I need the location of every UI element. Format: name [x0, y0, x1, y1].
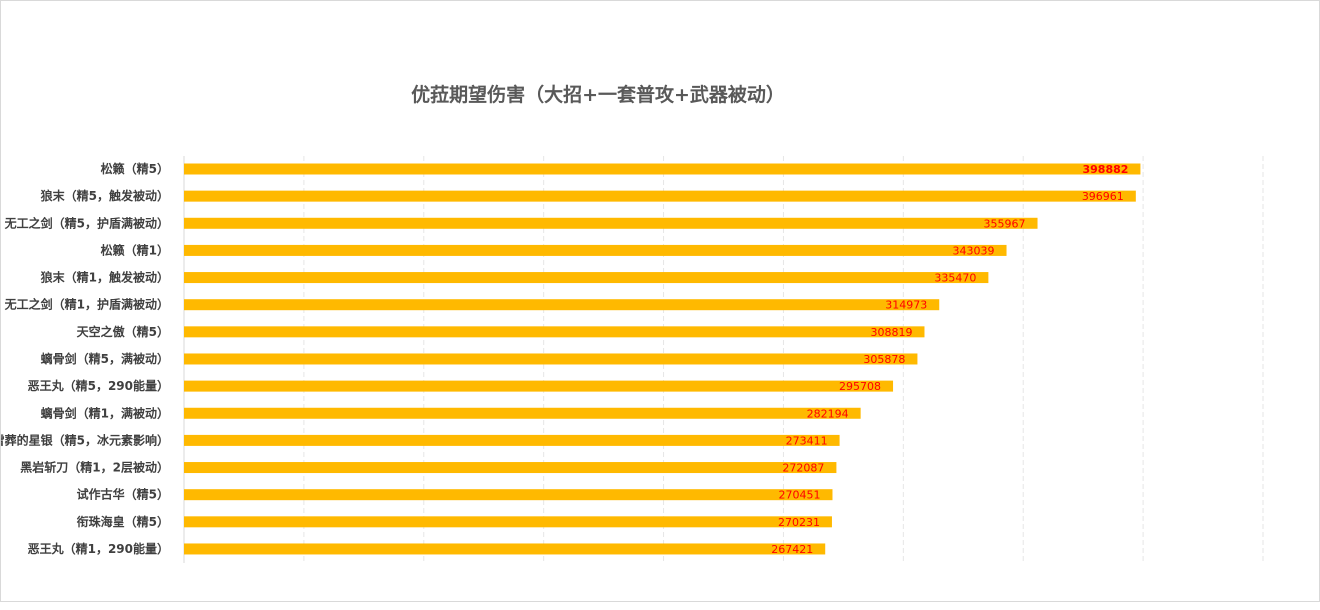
category-label: 恶王丸（精1，290能量）: [28, 541, 169, 556]
category-label: 无工之剑（精1，护盾满被动）: [4, 297, 169, 312]
bar: [184, 543, 826, 555]
chart-title: 优菈期望伤害（大招+一套普攻+武器被动）: [411, 83, 785, 106]
category-label: 黑岩斩刀（精1，2层被动）: [20, 460, 169, 475]
bars: [184, 163, 1141, 555]
data-label: 272087: [782, 462, 824, 475]
bar: [184, 434, 840, 446]
category-label: 狼末（精1，触发被动）: [41, 270, 169, 285]
bar: [184, 190, 1136, 202]
category-label: 恶王丸（精5，290能量）: [28, 378, 169, 393]
data-label: 267421: [771, 543, 813, 556]
category-label: 衔珠海皇（精5）: [77, 514, 169, 529]
bar: [184, 462, 837, 474]
data-label: 282194: [807, 407, 849, 420]
value-labels: 398882 396961 355967 343039 335470 314973 3088…: [771, 163, 1128, 556]
category-label: 螭骨剑（精5，满被动）: [41, 351, 169, 366]
bar: [184, 380, 894, 392]
category-label: 松籁（精1）: [101, 242, 169, 257]
category-label: 试作古华（精5）: [77, 487, 169, 502]
category-label: 天空之傲（精5）: [77, 324, 169, 339]
data-label: 314973: [885, 299, 927, 312]
data-label: 343039: [953, 244, 995, 257]
data-label: 273411: [786, 434, 828, 447]
data-label: 305878: [863, 353, 905, 366]
category-label: 无工之剑（精5，护盾满被动）: [4, 215, 169, 230]
data-label: 335470: [934, 272, 976, 285]
category-label: 螭骨剑（精1，满被动）: [41, 405, 169, 420]
data-label: 270451: [778, 489, 820, 502]
bar: [184, 326, 925, 338]
data-label: 308819: [870, 326, 912, 339]
data-label: 398882: [1082, 163, 1128, 176]
category-label: 狼末（精5，触发被动）: [41, 188, 169, 203]
data-label: 270231: [778, 516, 820, 529]
data-label: 295708: [839, 380, 881, 393]
bar: [184, 217, 1038, 229]
bar: [184, 353, 918, 365]
data-label: 355967: [984, 217, 1026, 230]
bar: [184, 516, 832, 528]
bar: [184, 272, 989, 284]
category-label: 松籁（精5）: [101, 161, 169, 176]
bar: [184, 489, 833, 501]
data-label: 396961: [1082, 190, 1124, 203]
bar: [184, 244, 1007, 256]
category-labels: 松籁（精5） 狼末（精5，触发被动） 无工之剑（精5，护盾满被动） 松籁（精1） 狼末（…: [1, 161, 169, 556]
bar: [184, 163, 1141, 175]
bar: [184, 299, 940, 311]
category-label: 雪葬的星银（精5，冰元素影响）: [1, 432, 169, 447]
bar: [184, 407, 861, 419]
